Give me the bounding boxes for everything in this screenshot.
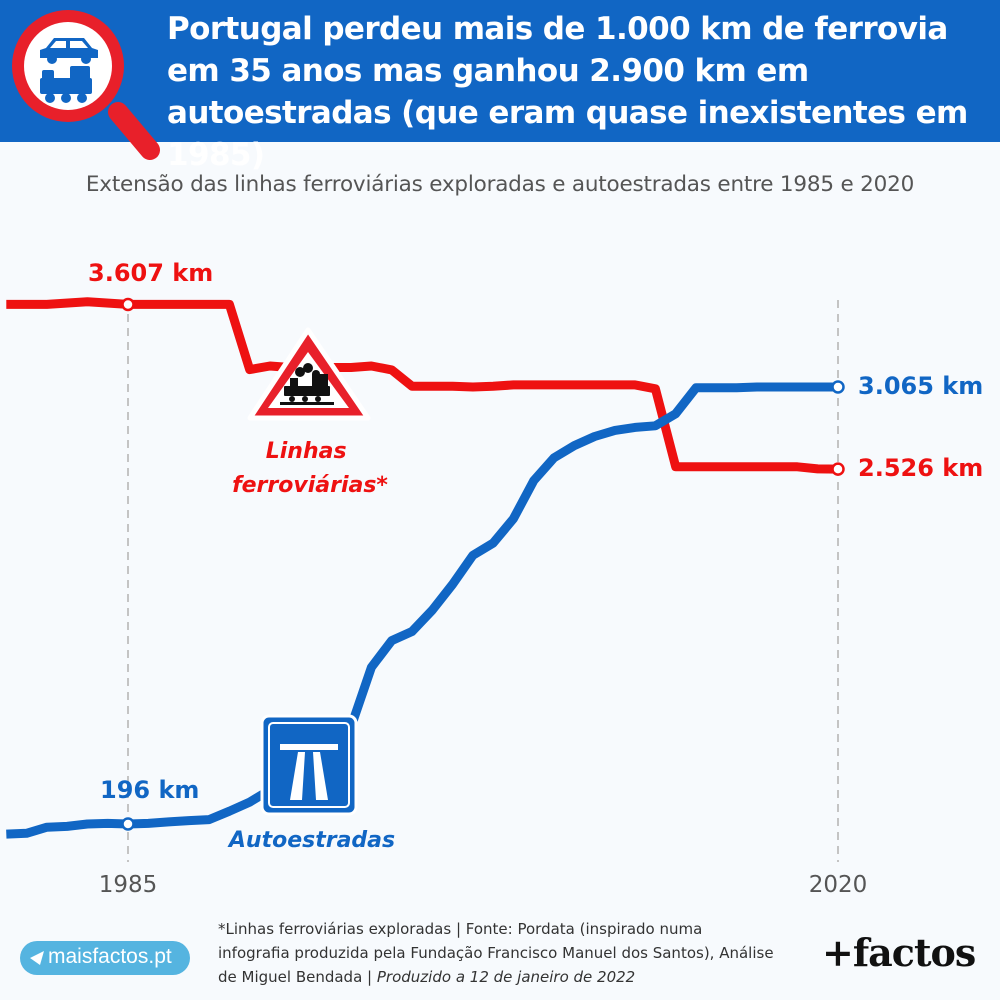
rail-series-label-line1: Linhas <box>266 439 347 464</box>
chart-subtitle: Extensão das linhas ferroviárias explora… <box>85 172 915 197</box>
rail-series-label-line2: ferroviárias* <box>232 473 388 498</box>
road-start-label: 196 km <box>100 776 199 804</box>
x-tick-2020: 2020 <box>809 872 868 898</box>
point-rail-1985 <box>121 297 135 312</box>
rail-series-label: Linhas ferroviárias* <box>232 439 388 498</box>
page-title: Portugal perdeu mais de 1.000 km de ferr… <box>167 11 968 173</box>
rail-end-label: 2.526 km <box>858 454 983 482</box>
point-motorway-1985 <box>121 817 135 831</box>
road-end-label: 3.065 km <box>858 372 983 400</box>
brand-logo: +factos <box>822 930 976 975</box>
point-rail-2020 <box>831 462 845 476</box>
footer-produced: Produzido a 12 de janeiro de 2022 <box>376 968 636 986</box>
x-tick-1985: 1985 <box>99 872 158 898</box>
rail-start-label: 3.607 km <box>88 259 213 287</box>
footer-note: *Linhas ferroviárias exploradas | Fonte:… <box>218 917 778 989</box>
chart-lines <box>6 297 839 839</box>
chart-grid <box>127 300 839 862</box>
point-motorway-2020 <box>831 380 845 394</box>
series-line-rail <box>6 297 839 474</box>
train-warning-sign-icon <box>247 327 371 421</box>
footer-source: *Linhas ferroviárias exploradas | Fonte:… <box>218 920 774 986</box>
series-line-motorway <box>6 382 838 839</box>
chart-markers <box>121 297 845 831</box>
motorway-sign-icon <box>260 714 358 816</box>
magnifier-car-train-icon <box>12 10 160 160</box>
road-series-label: Autoestradas <box>227 828 395 853</box>
header-bar: Portugal perdeu mais de 1.000 km de ferr… <box>0 0 1000 173</box>
site-badge-label[interactable]: maisfactos.pt <box>48 945 172 968</box>
site-badge[interactable] <box>20 941 190 975</box>
